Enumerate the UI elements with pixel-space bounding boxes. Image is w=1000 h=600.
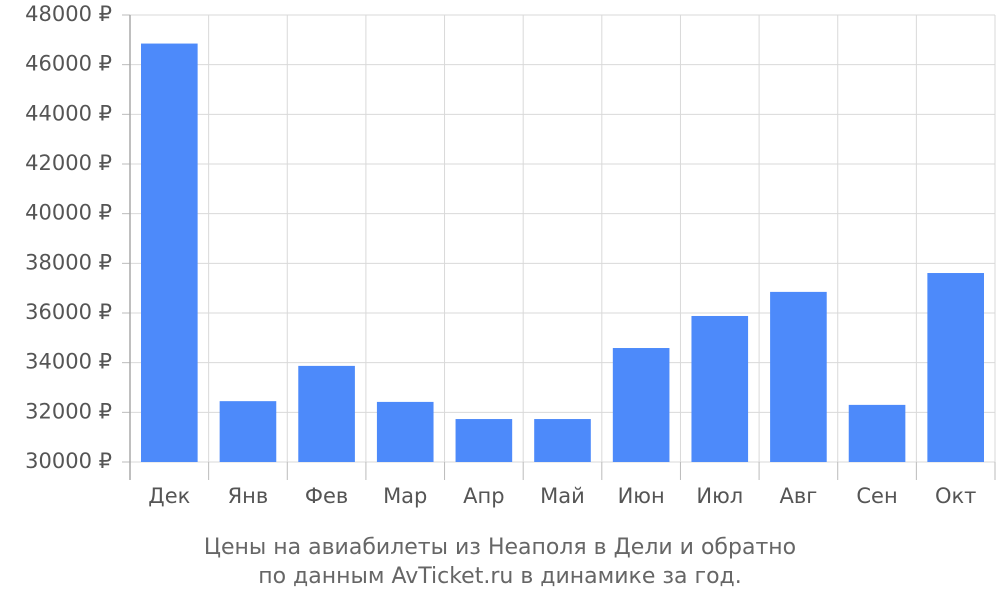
bar <box>927 273 984 462</box>
y-tick-label: 46000 ₽ <box>25 52 112 76</box>
x-tick-label: Мар <box>383 484 427 508</box>
chart-subtitle: по данным AvTicket.ru в динамике за год. <box>258 564 742 589</box>
y-tick-label: 44000 ₽ <box>25 101 112 125</box>
x-tick-label: Авг <box>780 484 818 508</box>
chart-title: Цены на авиабилеты из Неаполя в Дели и о… <box>204 535 796 560</box>
y-tick-label: 40000 ₽ <box>25 201 112 225</box>
y-tick-label: 36000 ₽ <box>25 300 112 324</box>
bar <box>770 291 827 462</box>
y-tick-label: 42000 ₽ <box>25 151 112 175</box>
x-tick-label: Окт <box>935 484 976 508</box>
x-tick-label: Янв <box>228 484 269 508</box>
x-tick-label: Июл <box>696 484 743 508</box>
y-tick-label: 30000 ₽ <box>25 449 112 473</box>
y-tick-label: 32000 ₽ <box>25 399 112 423</box>
x-tick-label: Фев <box>305 484 348 508</box>
bar <box>848 404 906 462</box>
bar <box>534 419 591 462</box>
bar <box>219 401 277 462</box>
x-tick-label: Май <box>540 484 585 508</box>
x-tick-label: Апр <box>463 484 504 508</box>
x-tick-label: Сен <box>856 484 897 508</box>
x-tick-label: Июн <box>618 484 665 508</box>
bar <box>612 348 670 462</box>
y-tick-label: 48000 ₽ <box>25 2 112 26</box>
x-tick-label: Дек <box>148 484 190 508</box>
y-tick-label: 34000 ₽ <box>25 350 112 374</box>
y-tick-label: 38000 ₽ <box>25 250 112 274</box>
bar <box>691 315 749 462</box>
bar <box>376 401 434 462</box>
bar <box>298 365 355 462</box>
bar <box>141 43 198 462</box>
bar <box>455 419 513 462</box>
